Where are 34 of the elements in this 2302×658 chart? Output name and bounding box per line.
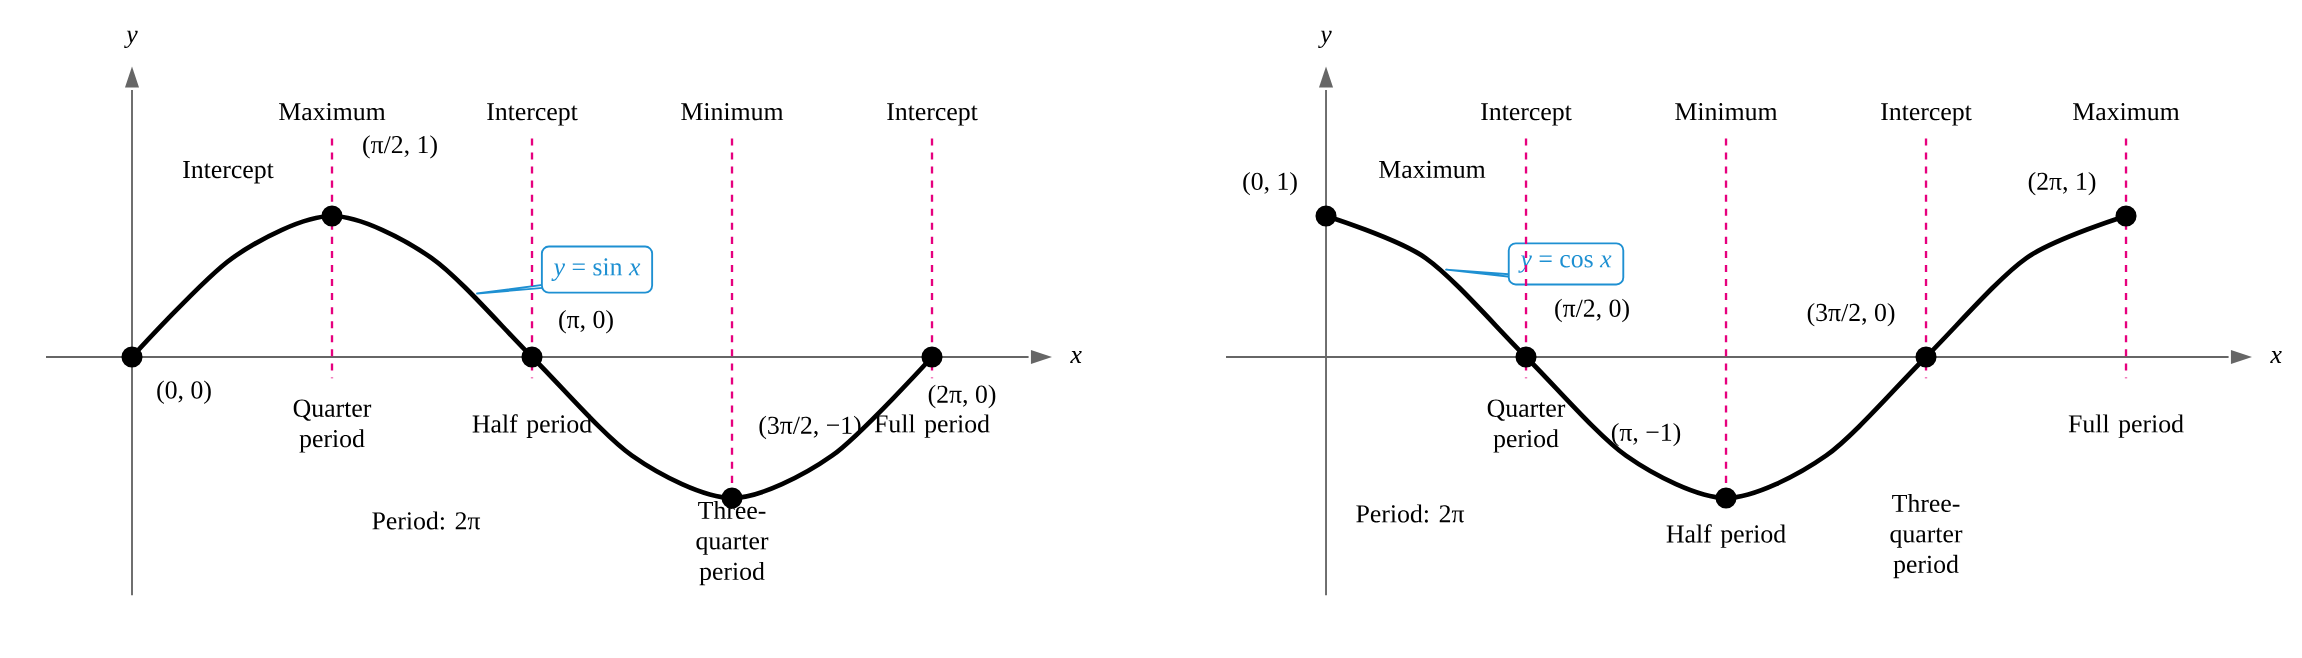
ref-line-label: Intercept — [487, 103, 578, 126]
x-tick-label: Three-quarter period — [696, 501, 769, 586]
text: y = sin x — [551, 258, 641, 281]
annotation: (π, −1) — [1611, 422, 1681, 447]
x-axis-title: x — [2270, 351, 2282, 363]
annotation: (3π/2, 0) — [1807, 303, 1895, 327]
text: Intercept — [183, 161, 274, 184]
x-tick-label: Half period — [1666, 524, 1786, 548]
annotation: (2π, 0) — [928, 384, 996, 409]
ref-line-label: Maximum — [279, 103, 386, 121]
ref-line-label: Maximum — [2073, 103, 2180, 121]
ref-line-label: Minimum — [1675, 103, 1778, 121]
text: Period: 2π — [372, 511, 481, 530]
x-tick-label: Full period — [2068, 414, 2184, 438]
ref-line-label: Intercept — [887, 103, 978, 126]
annotation: (0, 0) — [157, 380, 211, 404]
x-tick-label: Half period — [472, 414, 592, 438]
x-tick-label: Quarter period — [1487, 399, 1566, 453]
annotation: (2π, 1) — [2028, 171, 2096, 196]
annotation: (π/2, 0) — [1555, 298, 1629, 323]
x-axis-title: x — [1070, 351, 1082, 363]
text: (0, 1) — [1243, 171, 1297, 196]
y-axis-title: y — [1318, 30, 1332, 49]
y-axis-title: y — [124, 30, 138, 49]
x-tick-label: Quarter period — [293, 399, 372, 453]
annotation: (π, 0) — [559, 310, 613, 334]
ref-line-label: Minimum — [681, 103, 784, 121]
ref-line-label: Intercept — [1481, 103, 1572, 126]
text: Period: 2π — [1356, 504, 1465, 523]
x-tick-label: Full period — [874, 414, 990, 438]
ref-line-label: Intercept — [1881, 103, 1972, 126]
text: Maximum — [1379, 160, 1486, 179]
x-tick-label: Three-quarter period — [1890, 493, 1963, 579]
annotation: (π/2, 1) — [363, 135, 437, 159]
